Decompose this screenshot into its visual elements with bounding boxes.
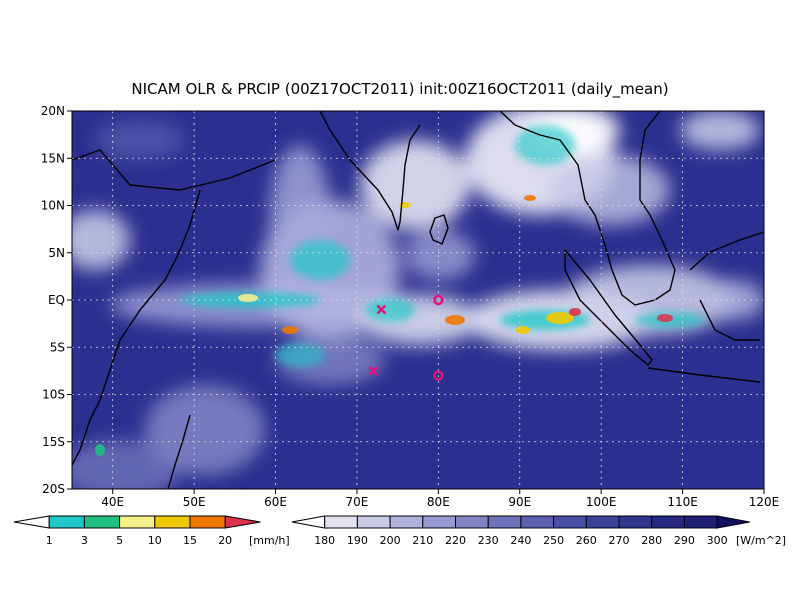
lon-tick-label: 110E	[667, 495, 698, 509]
africa-coastline	[72, 189, 201, 466]
lon-tick-label: 80E	[427, 495, 450, 509]
olr-colorbar: 180 190 200 210 220 230 240 250 260 270 280 290 300 …	[291, 515, 786, 547]
lat-tick-label: EQ	[48, 293, 65, 307]
lat-tick-label: 15N	[41, 151, 65, 165]
asia-coastline-east	[499, 111, 676, 306]
olr-colorbar-segment	[618, 515, 653, 529]
olr-colorbar-label: 230	[478, 534, 499, 547]
lon-tick-labels: 40E 50E 60E 70E 80E 90E 100E 110E 120E	[101, 489, 779, 509]
olr-colorbar-segment	[487, 515, 522, 529]
x-marker	[368, 365, 379, 376]
olr-colorbar-segment	[324, 515, 358, 529]
circle-marker	[433, 294, 444, 306]
lon-tick-label: 70E	[346, 495, 369, 509]
lat-tick-label: 5S	[50, 340, 65, 354]
precip-colorbar-high-arrow	[224, 515, 261, 529]
precip-unit-label: [mm/h]	[249, 534, 290, 547]
lat-tick-label: 20N	[41, 104, 65, 118]
olr-colorbar-segment	[422, 515, 456, 529]
precip-colorbar-label: 5	[116, 534, 123, 547]
precip-layer	[180, 125, 705, 367]
lat-tick-label: 10N	[41, 199, 65, 213]
precip-cores	[95, 195, 673, 456]
map-area	[72, 111, 764, 489]
olr-colorbar-segment	[553, 515, 587, 529]
lat-tick-label: 20S	[42, 482, 65, 496]
lon-tick-label: 120E	[749, 495, 780, 509]
precip-colorbar-label: 3	[81, 534, 88, 547]
olr-colorbar-segment	[356, 515, 391, 529]
olr-colorbar-segment	[651, 515, 685, 529]
lat-tick-label: 5N	[48, 246, 65, 260]
lat-tick-labels: 20N 15N 10N 5N EQ 5S 10S 15S 20S	[41, 104, 72, 496]
sri-lanka-coastline	[429, 214, 449, 245]
precip-colorbar-label: 15	[183, 534, 197, 547]
olr-colorbar-label: 280	[641, 534, 662, 547]
precip-colorbar-label: 20	[218, 534, 232, 547]
olr-colorbar-label: 270	[609, 534, 630, 547]
olr-colorbar-label: 300	[707, 534, 728, 547]
olr-colorbar-label: 260	[576, 534, 597, 547]
precip-colorbar-segment	[154, 515, 191, 529]
lat-tick-label: 15S	[42, 435, 65, 449]
x-marker	[376, 304, 387, 315]
precip-colorbar-segment	[119, 515, 156, 529]
gridlines	[72, 111, 764, 489]
precip-colorbar-segment	[189, 515, 226, 529]
olr-colorbar-label: 250	[543, 534, 564, 547]
lon-tick-label: 50E	[183, 495, 206, 509]
madagascar-coastline	[167, 414, 191, 489]
olr-colorbar-label: 210	[412, 534, 433, 547]
precip-colorbar-label: 1	[46, 534, 53, 547]
olr-colorbar-high-arrow	[716, 515, 750, 529]
lon-tick-label: 100E	[586, 495, 617, 509]
olr-unit-label: [W/m^2]	[736, 534, 786, 547]
precip-colorbar-label: 10	[148, 534, 162, 547]
precip-colorbar-segment	[48, 515, 85, 529]
coastlines	[72, 111, 764, 489]
olr-colorbar-low-arrow	[291, 515, 326, 529]
precip-colorbar-segment	[83, 515, 121, 529]
lon-tick-label: 90E	[508, 495, 531, 509]
olr-colorbar-segment	[520, 515, 555, 529]
sumatra-coastline	[564, 249, 653, 366]
olr-colorbar-label: 180	[314, 534, 335, 547]
precip-colorbar: 1 3 5 10 15 20 [mm/h]	[13, 515, 290, 547]
lon-tick-label: 60E	[264, 495, 287, 509]
olr-colorbar-label: 200	[380, 534, 401, 547]
lat-tick-label: 10S	[42, 388, 65, 402]
olr-colorbar-label: 190	[347, 534, 368, 547]
olr-colorbar-segment	[455, 515, 489, 529]
precip-colorbar-low-arrow	[13, 515, 50, 529]
olr-colorbar-segment	[683, 515, 718, 529]
map-title: NICAM OLR & PRCIP (00Z17OCT2011) init:00…	[131, 80, 668, 99]
marker-layer	[368, 294, 444, 381]
olr-colorbar-label: 240	[510, 534, 531, 547]
asia-coastline-west	[72, 111, 421, 231]
borneo-coastline	[689, 231, 764, 341]
olr-colorbar-segment	[585, 515, 620, 529]
olr-colorbar-label: 220	[445, 534, 466, 547]
circle-marker	[433, 370, 444, 381]
lon-tick-label: 40E	[101, 495, 124, 509]
olr-colorbar-segment	[389, 515, 424, 529]
olr-colorbar-label: 290	[674, 534, 695, 547]
java-coastline	[647, 367, 761, 383]
